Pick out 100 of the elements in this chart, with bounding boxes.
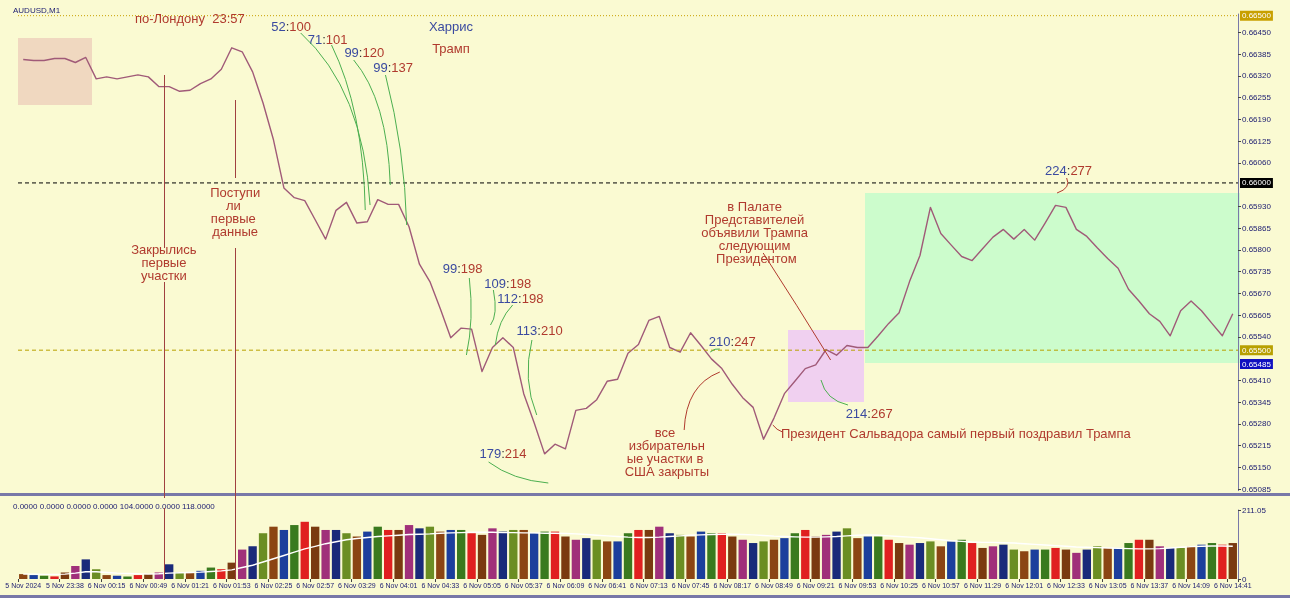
bar — [1186, 546, 1196, 579]
bar — [394, 529, 403, 579]
bar — [1082, 549, 1091, 579]
chart-title: AUDUSD,M1 — [13, 5, 61, 15]
bar — [384, 529, 393, 579]
annotation: Трамп — [432, 40, 470, 56]
annotation: все избирательные участки в США закрыты — [624, 425, 709, 479]
bar — [801, 529, 810, 579]
bar — [874, 536, 883, 579]
y-tick-label: 211.05 — [1242, 505, 1267, 515]
y-tick-label: 0.65540 — [1242, 332, 1272, 342]
bar — [133, 575, 143, 579]
y-tick-label: 0.65085 — [1242, 484, 1272, 494]
bar — [1072, 552, 1081, 579]
bar — [352, 536, 362, 579]
annotation: 99:120 — [344, 44, 385, 60]
y-tick-label: 0.66125 — [1242, 136, 1272, 146]
bar — [363, 531, 372, 579]
bar — [185, 573, 195, 579]
bar — [582, 538, 591, 579]
bar — [561, 536, 570, 579]
bar — [248, 546, 257, 579]
bar — [498, 531, 508, 579]
bar — [738, 539, 747, 579]
bar — [988, 546, 998, 579]
annotation: 214:267 — [845, 405, 893, 421]
bar — [1166, 547, 1175, 579]
y-tick-label: 0.65670 — [1242, 288, 1272, 298]
bar — [655, 526, 664, 579]
bar — [926, 541, 935, 579]
bar — [707, 533, 716, 579]
bar — [1103, 547, 1112, 579]
y-tick-label: 0.66385 — [1242, 49, 1272, 59]
y-tick-label: 0 — [1242, 574, 1247, 584]
ref-line-label: 0.65500 — [1242, 345, 1272, 355]
annotation: Президент Сальвадора самый первый поздравил Трампа — [780, 425, 1132, 441]
bar — [811, 536, 820, 579]
bar — [446, 529, 455, 579]
bar — [436, 531, 445, 579]
bar — [1093, 546, 1102, 579]
bar — [1218, 544, 1227, 579]
annotation: 112:198 — [497, 290, 544, 306]
ref-line-label: 0.66000 — [1242, 178, 1272, 188]
bar — [999, 544, 1008, 579]
bar — [29, 575, 38, 579]
bar — [529, 533, 539, 579]
y-tick-label: 0.65150 — [1242, 462, 1272, 472]
bar — [519, 529, 528, 579]
bar — [1061, 549, 1071, 579]
bar — [425, 526, 435, 579]
bar — [342, 533, 351, 579]
y-tick-label: 0.65215 — [1242, 441, 1272, 451]
bar — [759, 541, 768, 579]
bar — [373, 526, 382, 579]
bar — [540, 531, 549, 579]
annotation: Харрис — [428, 18, 474, 34]
annotation: 179:214 — [479, 445, 527, 461]
bar — [947, 541, 956, 579]
bar — [571, 539, 581, 579]
y-tick-label: 0.65735 — [1242, 267, 1272, 277]
ref-line-label: 0.66500 — [1242, 11, 1272, 21]
bar — [717, 533, 727, 579]
y-tick-label: 0.66320 — [1242, 71, 1272, 81]
text: 0.65485 — [1242, 359, 1272, 369]
y-tick-label: 0.65865 — [1242, 223, 1272, 233]
bar — [978, 547, 987, 579]
y-tick-label: 0.66060 — [1242, 158, 1272, 168]
bar — [936, 546, 945, 579]
bar — [1113, 547, 1123, 579]
annotation: Поступили первые данные — [210, 185, 261, 239]
bar — [1228, 543, 1237, 579]
bar — [832, 531, 841, 579]
bar — [1207, 543, 1217, 579]
annotation: в Палате Представителей объявили Трампа следующим Президентом — [701, 198, 812, 266]
bar — [467, 533, 476, 579]
bar — [728, 536, 737, 579]
bar — [404, 525, 414, 579]
bar — [321, 529, 330, 579]
bar — [269, 526, 278, 579]
bar — [300, 521, 309, 579]
bar — [279, 529, 289, 579]
y-tick-label: 0.65605 — [1242, 310, 1272, 320]
y-tick-label: 0.65800 — [1242, 245, 1272, 255]
bar — [967, 543, 977, 579]
y-tick-label: 0.65280 — [1242, 419, 1272, 429]
bar — [1197, 544, 1206, 579]
bar — [456, 529, 466, 579]
y-tick-label: 0.65930 — [1242, 201, 1272, 211]
bar — [50, 576, 59, 579]
bar — [821, 534, 831, 579]
bar — [675, 534, 685, 579]
bar — [238, 549, 247, 579]
annotation: 109:198 — [484, 275, 532, 291]
annotation: по-Лондону 23:57 — [134, 10, 245, 26]
bar — [842, 528, 852, 579]
annotation: 99:137 — [373, 59, 414, 75]
annotation: 99:198 — [442, 260, 483, 276]
bar — [863, 536, 872, 579]
bar — [1051, 547, 1060, 579]
bar — [644, 529, 654, 579]
